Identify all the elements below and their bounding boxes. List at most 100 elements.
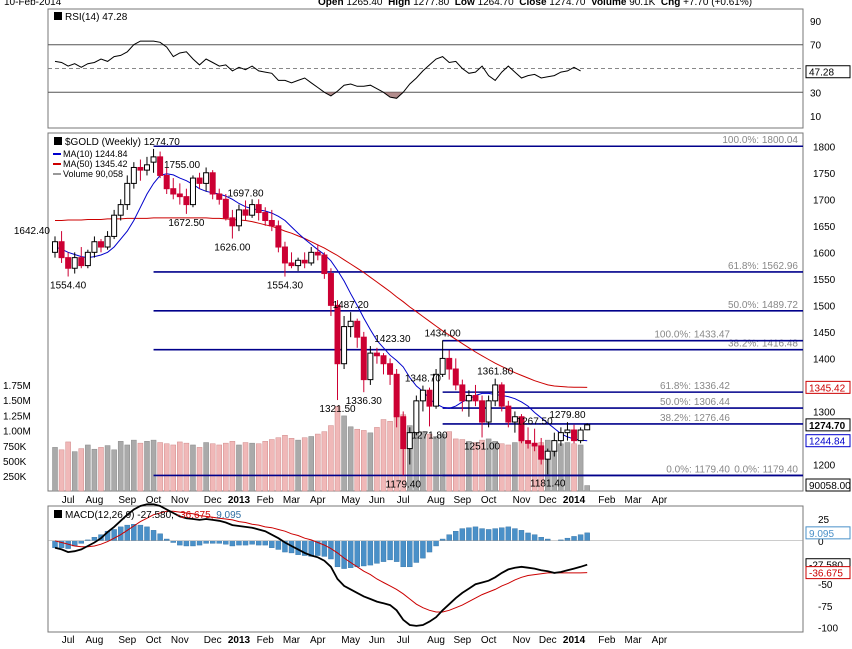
- volume-bar: [190, 444, 196, 492]
- volume-bar: [78, 448, 85, 492]
- volume-bar: [163, 443, 170, 492]
- volume-bar: [236, 444, 242, 492]
- volume-bar: [98, 447, 104, 492]
- histogram-bar: [525, 532, 531, 541]
- ma10-line: [54, 173, 588, 442]
- legend-label: Volume 90,058: [63, 169, 123, 179]
- volume-bar: [485, 438, 492, 492]
- price-annotation: 1697.80: [227, 188, 264, 199]
- macd-x-label: 2013: [228, 635, 251, 646]
- volume-bar: [564, 442, 571, 492]
- volume-tick-label: 1.75M: [3, 381, 31, 392]
- volume-bar: [295, 439, 301, 492]
- histogram-bar: [203, 540, 209, 544]
- candle-body: [360, 336, 367, 381]
- volume-bar: [177, 441, 183, 492]
- volume-bar: [85, 444, 91, 492]
- candle-body: [295, 259, 302, 267]
- candle-body: [84, 251, 91, 267]
- ohlc-summary: Open 1265.40 High 1277.80 Low 1264.70 Cl…: [318, 0, 752, 8]
- price-tick-label: 1650: [813, 222, 836, 233]
- volume-bar: [183, 442, 190, 492]
- price-x-label: Dec: [539, 495, 557, 506]
- signal-line: [54, 510, 588, 613]
- volume-bar: [269, 439, 275, 492]
- candle-body: [406, 432, 413, 450]
- price-x-label: Jun: [369, 495, 385, 506]
- histogram-bar: [413, 540, 420, 563]
- macd-x-label: Jul: [62, 635, 75, 646]
- histogram-bar: [518, 530, 525, 541]
- volume-bar: [71, 451, 78, 492]
- volume-bar: [341, 415, 347, 492]
- price-x-label: Nov: [171, 495, 189, 506]
- volume-bar: [196, 447, 203, 492]
- candle-body: [281, 246, 288, 264]
- histogram-bar: [341, 540, 347, 569]
- candle-body: [196, 177, 203, 184]
- volume-tick-label: 1.00M: [3, 427, 31, 438]
- candle-body: [78, 257, 85, 267]
- candle-body: [544, 450, 551, 460]
- candle-body: [354, 320, 361, 338]
- price-annotation: 1626.00: [214, 243, 251, 254]
- candle-body: [262, 212, 269, 222]
- macd-x-label: 2014: [563, 635, 586, 646]
- volume-bar: [104, 445, 111, 492]
- price-annotation: 1755.00: [164, 160, 201, 171]
- price-annotation: 1321.50: [319, 404, 356, 415]
- volume-bar: [492, 441, 498, 492]
- volume-bar: [347, 426, 354, 492]
- candle-body: [433, 373, 440, 407]
- candle-body: [143, 164, 150, 171]
- price-tag-box: [805, 418, 851, 432]
- candle-body: [479, 400, 486, 423]
- candle-body: [446, 357, 453, 370]
- macd-tag-box: [805, 566, 851, 580]
- candle-body: [419, 389, 426, 402]
- histogram-bar: [472, 526, 479, 541]
- price-x-label: 2014: [563, 495, 586, 506]
- candle-body: [426, 389, 433, 407]
- candle-body: [163, 174, 170, 190]
- price-x-label: Feb: [257, 495, 275, 506]
- price-annotation: 1181.40: [530, 478, 566, 489]
- fib-label: 61.8%: 1562.96: [728, 261, 798, 272]
- macd-tick-label: -50: [818, 580, 833, 591]
- macd-x-label: Mar: [283, 635, 301, 646]
- chg-value: +7.70 (+0.61%): [683, 0, 753, 8]
- volume-bar: [479, 439, 485, 492]
- volume-bar: [249, 442, 255, 492]
- ma50-line: [55, 217, 588, 388]
- candle-body: [518, 416, 525, 442]
- histogram-bar: [144, 526, 150, 541]
- volume-bar: [367, 432, 374, 492]
- candle-body: [571, 429, 578, 442]
- rsi-legend-marker: [54, 12, 62, 20]
- volume-bar: [111, 449, 117, 492]
- candle-body: [183, 196, 190, 206]
- volume-bar: [308, 436, 314, 492]
- macd-line: [54, 503, 588, 627]
- price-x-label: Oct: [146, 495, 162, 506]
- candle-body: [124, 182, 131, 206]
- price-annotation: 1423.30: [374, 334, 411, 345]
- candle-body: [268, 220, 275, 227]
- histogram-bar: [249, 540, 255, 545]
- close-value: 1274.70: [549, 0, 586, 8]
- price-x-label: Apr: [652, 495, 668, 506]
- candle-body: [137, 166, 144, 171]
- price-annotation: 1348.70: [405, 374, 442, 385]
- histogram-bar: [177, 540, 183, 546]
- candle-body: [189, 177, 196, 206]
- histogram-bar: [393, 540, 400, 562]
- histogram-bar: [216, 540, 222, 544]
- price-tick-label: 1300: [813, 407, 836, 418]
- histogram-bar: [499, 527, 505, 541]
- histogram-bar: [91, 537, 98, 541]
- fib-label: 38.2%: 1416.48: [728, 339, 798, 350]
- macd-histogram: [52, 524, 590, 569]
- candle-body: [564, 429, 571, 434]
- price-tag: 1345.42: [809, 383, 846, 394]
- macd-x-label: Aug: [427, 635, 445, 646]
